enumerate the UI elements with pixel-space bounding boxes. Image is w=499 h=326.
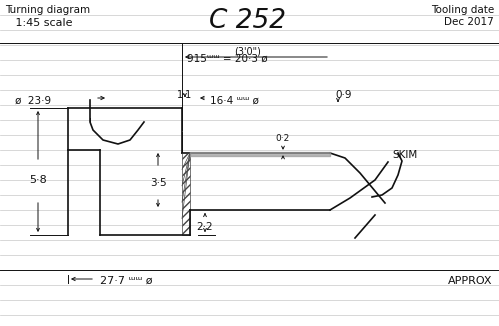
Text: Turning diagram: Turning diagram	[5, 5, 90, 15]
Text: (3'0"): (3'0")	[235, 47, 261, 57]
Text: APPROX: APPROX	[448, 276, 492, 286]
Text: Dec 2017: Dec 2017	[444, 17, 494, 27]
Text: 1·1: 1·1	[177, 90, 193, 100]
Text: 2·2: 2·2	[197, 222, 213, 232]
Text: 3·5: 3·5	[150, 178, 166, 188]
Text: 0·9: 0·9	[335, 90, 351, 100]
Text: ø  23·9: ø 23·9	[15, 96, 51, 106]
Text: 915ᵚᵚ = 20·3 ø: 915ᵚᵚ = 20·3 ø	[187, 54, 267, 64]
Text: 1:45 scale: 1:45 scale	[5, 18, 72, 28]
Text: SKIM: SKIM	[392, 150, 417, 160]
Text: Tooling date: Tooling date	[431, 5, 494, 15]
Text: 5·8: 5·8	[29, 175, 47, 185]
Text: C 252: C 252	[210, 8, 286, 34]
Text: 0·2: 0·2	[276, 134, 290, 143]
Text: 16·4 ᵚᵚ ø: 16·4 ᵚᵚ ø	[210, 96, 259, 106]
Bar	[182, 153, 190, 235]
Text: 27·7 ᵚᵚ ø: 27·7 ᵚᵚ ø	[100, 276, 153, 286]
